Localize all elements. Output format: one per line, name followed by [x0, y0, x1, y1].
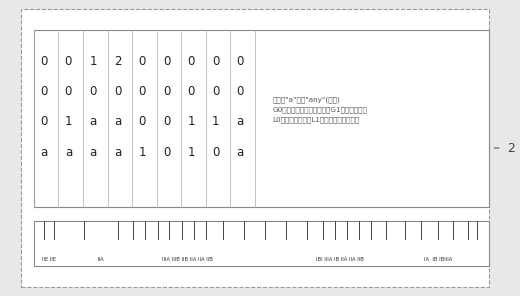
Text: IIA: IIA [98, 257, 105, 262]
Text: 0: 0 [188, 85, 195, 98]
Text: 0: 0 [138, 85, 146, 98]
Text: 0: 0 [40, 85, 47, 98]
Text: 0: 0 [40, 115, 47, 128]
Text: 0: 0 [89, 85, 97, 98]
Text: 0: 0 [188, 55, 195, 68]
Text: 0: 0 [138, 115, 146, 128]
Text: 0: 0 [212, 85, 219, 98]
Text: IBI IIIA IB IIA IIA IIB: IBI IIIA IB IIA IIA IIB [316, 257, 363, 262]
Text: 0: 0 [237, 85, 244, 98]
Text: 注：用"a"表示"any"(任意)
G0表示高分化或分化未知，G1表示中低分化
L0表示中、上段，L1表示下段或位置不明: 注：用"a"表示"any"(任意) G0表示高分化或分化未知，G1表示中低分化 … [272, 96, 368, 123]
Text: 1: 1 [138, 146, 146, 159]
Text: 0: 0 [64, 55, 72, 68]
Text: IIIA IIIB IIB IIA IIA IIB: IIIA IIIB IIB IIA IIA IIB [162, 257, 213, 262]
Text: 0: 0 [163, 115, 171, 128]
Text: a: a [65, 146, 72, 159]
Text: 1: 1 [212, 115, 219, 128]
Bar [34, 30, 489, 207]
Text: a: a [237, 146, 244, 159]
Text: 0: 0 [237, 55, 244, 68]
Text: a: a [237, 115, 244, 128]
Text: 0: 0 [40, 55, 47, 68]
Text: a: a [89, 146, 97, 159]
Text: a: a [114, 115, 121, 128]
Text: 0: 0 [163, 55, 171, 68]
Text: 0: 0 [163, 146, 171, 159]
Text: 0: 0 [114, 85, 121, 98]
Text: 0: 0 [212, 146, 219, 159]
Text: 1: 1 [188, 146, 195, 159]
Text: a: a [89, 115, 97, 128]
Text: 0: 0 [138, 55, 146, 68]
Text: a: a [114, 146, 121, 159]
Text: 1: 1 [64, 115, 72, 128]
Text: 0: 0 [212, 55, 219, 68]
Text: 0: 0 [163, 85, 171, 98]
Text: 1: 1 [89, 55, 97, 68]
Text: 2: 2 [114, 55, 121, 68]
Text: 1: 1 [188, 115, 195, 128]
Text: IIE IIE: IIE IIE [42, 257, 56, 262]
Text: IA  IB IBIIIA: IA IB IBIIIA [424, 257, 452, 262]
Text: 2: 2 [507, 141, 515, 155]
Text: 0: 0 [64, 85, 72, 98]
Text: a: a [40, 146, 47, 159]
Bar [34, 221, 489, 266]
